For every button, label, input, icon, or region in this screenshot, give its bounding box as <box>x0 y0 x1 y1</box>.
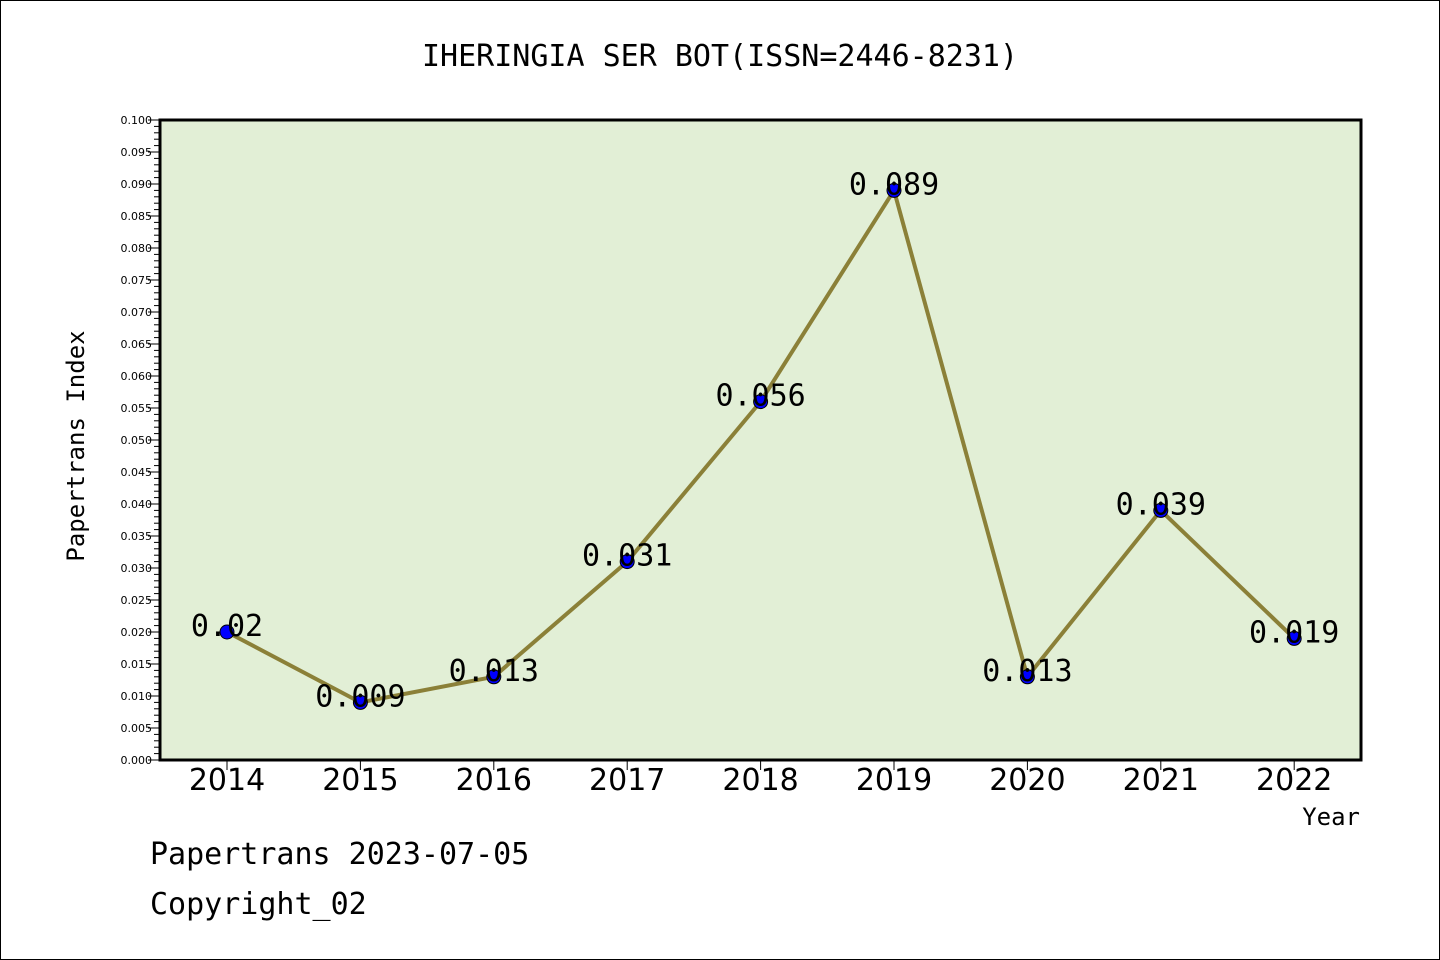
footer-copyright: Copyright_02 <box>150 887 367 922</box>
y-tick-label: 0.040 <box>121 498 153 511</box>
data-label: 0.031 <box>582 539 672 574</box>
y-tick-label: 0.025 <box>121 594 153 607</box>
y-tick-label: 0.080 <box>121 242 153 255</box>
x-tick-label: 2015 <box>322 763 398 798</box>
x-tick-label: 2022 <box>1256 763 1332 798</box>
data-label: 0.013 <box>449 654 539 689</box>
y-axis-label: Papertrans Index <box>62 330 90 561</box>
y-tick-label: 0.060 <box>121 370 153 383</box>
y-tick-label: 0.095 <box>121 146 153 159</box>
y-tick-label: 0.070 <box>121 306 153 319</box>
data-point <box>1286 630 1302 646</box>
data-label: 0.019 <box>1249 615 1339 650</box>
data-point <box>486 669 502 685</box>
y-tick-label: 0.065 <box>121 338 153 351</box>
data-label: 0.013 <box>982 654 1072 689</box>
y-tick-label: 0.000 <box>121 754 153 767</box>
y-tick-label: 0.100 <box>121 114 153 127</box>
y-tick-label: 0.055 <box>121 402 153 415</box>
data-point <box>753 394 769 410</box>
data-point <box>1153 502 1169 518</box>
y-tick-label: 0.085 <box>121 210 153 223</box>
y-tick-label: 0.045 <box>121 466 153 479</box>
y-tick-label: 0.075 <box>121 274 153 287</box>
x-axis-label: Year <box>1302 803 1360 831</box>
data-label: 0.02 <box>191 609 263 644</box>
data-point <box>352 694 368 710</box>
y-tick-label: 0.010 <box>121 690 153 703</box>
y-tick-label: 0.035 <box>121 530 153 543</box>
plot-area <box>160 120 1361 760</box>
y-tick-label: 0.050 <box>121 434 153 447</box>
plot-frame <box>158 118 1363 762</box>
x-tick-label: 2016 <box>456 763 532 798</box>
footer-date: Papertrans 2023-07-05 <box>150 837 529 872</box>
data-label: 0.089 <box>849 167 939 202</box>
data-point <box>1019 669 1035 685</box>
data-label: 0.056 <box>715 379 805 414</box>
x-tick-label: 2021 <box>1123 763 1199 798</box>
series-line-group <box>219 182 1302 710</box>
y-tick-label: 0.015 <box>121 658 153 671</box>
y-tick-label: 0.030 <box>121 562 153 575</box>
x-tick-label: 2020 <box>989 763 1065 798</box>
chart-title: IHERINGIA SER BOT(ISSN=2446-8231) <box>422 39 1018 74</box>
x-tick-label: 2014 <box>189 763 265 798</box>
y-tick-label: 0.005 <box>121 722 153 735</box>
x-axis-ticks: 2014 2015 2016 2017 2018 2019 2020 2021 2022 <box>189 760 1332 798</box>
y-tick-label: 0.090 <box>121 178 153 191</box>
data-labels: 0.02 0.009 0.013 0.031 0.056 0.089 0.013 0.039 0… <box>191 167 1339 714</box>
x-tick-label: 2019 <box>856 763 932 798</box>
x-tick-label: 2017 <box>589 763 665 798</box>
x-tick-label: 2018 <box>722 763 798 798</box>
data-label: 0.039 <box>1116 487 1206 522</box>
data-point <box>619 554 635 570</box>
data-point <box>219 624 235 640</box>
data-label: 0.009 <box>315 679 405 714</box>
y-axis-ticks: 0.000 0.005 0.010 0.015 0.020 0.025 0.030 0.035… <box>121 114 160 767</box>
y-tick-label: 0.020 <box>121 626 153 639</box>
data-point <box>886 182 902 198</box>
